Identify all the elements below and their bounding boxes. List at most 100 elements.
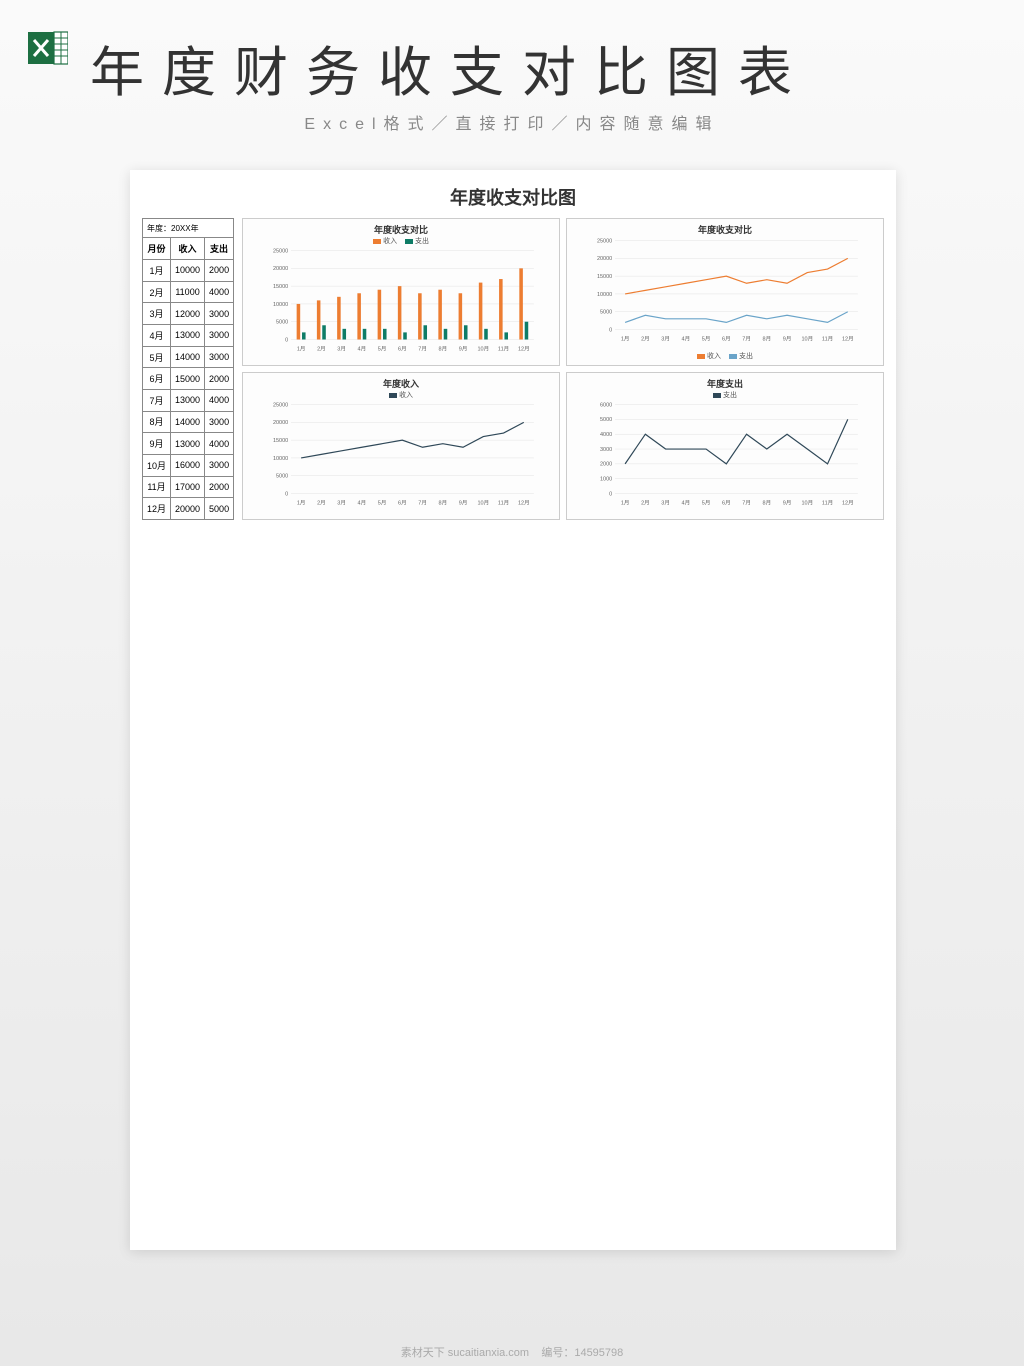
table-row: 6月150002000: [143, 368, 234, 390]
page-main-title: 年度财务收支对比图表: [90, 28, 994, 107]
svg-text:12月: 12月: [518, 346, 530, 353]
svg-text:20000: 20000: [597, 256, 612, 262]
svg-text:3月: 3月: [661, 500, 670, 507]
svg-text:10000: 10000: [273, 302, 288, 308]
svg-text:10月: 10月: [802, 500, 814, 507]
svg-text:9月: 9月: [459, 500, 468, 507]
svg-text:0: 0: [285, 337, 288, 343]
svg-text:2月: 2月: [641, 500, 650, 507]
footer: 素材天下 sucaitianxia.com 编号：14595798: [0, 1344, 1024, 1360]
svg-text:10000: 10000: [273, 456, 288, 462]
svg-text:15000: 15000: [597, 274, 612, 280]
chart2-title: 年度收支对比: [571, 223, 879, 236]
page-subtitle: Excel格式／直接打印／内容随意编辑: [0, 110, 1024, 134]
svg-text:20000: 20000: [273, 266, 288, 272]
svg-text:8月: 8月: [439, 500, 448, 507]
svg-text:4月: 4月: [682, 500, 691, 507]
chart-line-expense: 年度支出 支出 01000200030004000500060001月2月3月4…: [566, 372, 884, 520]
table-row: 5月140003000: [143, 346, 234, 368]
chart1-legend: 收入 支出: [247, 236, 555, 246]
table-row: 7月130004000: [143, 389, 234, 411]
svg-text:9月: 9月: [783, 500, 792, 507]
svg-text:12月: 12月: [842, 336, 854, 343]
svg-text:11月: 11月: [498, 346, 509, 353]
svg-text:3000: 3000: [600, 447, 612, 453]
svg-text:15000: 15000: [273, 284, 288, 290]
svg-text:7月: 7月: [418, 346, 427, 353]
chart3-legend: 收入: [247, 390, 555, 400]
svg-text:11月: 11月: [498, 500, 509, 507]
footer-id-label: 编号：: [541, 1347, 574, 1359]
chart4-title: 年度支出: [571, 377, 879, 390]
svg-text:9月: 9月: [459, 346, 468, 353]
sheet-title: 年度收支对比图: [142, 180, 884, 218]
svg-text:4000: 4000: [600, 432, 612, 438]
svg-text:4月: 4月: [358, 500, 367, 507]
svg-text:1000: 1000: [600, 477, 612, 483]
svg-text:0: 0: [609, 491, 612, 497]
chart1-title: 年度收支对比: [247, 223, 555, 236]
svg-text:1月: 1月: [297, 500, 306, 507]
table-row: 8月140003000: [143, 411, 234, 433]
svg-text:4月: 4月: [358, 346, 367, 353]
svg-text:7月: 7月: [742, 336, 751, 343]
table-header: 收入: [171, 238, 205, 260]
svg-text:3月: 3月: [337, 346, 346, 353]
table-row: 9月130004000: [143, 433, 234, 455]
svg-text:25000: 25000: [273, 402, 288, 408]
chart-line-income: 年度收入 收入 0 5000 10000 15000 20000 25000 1月 2月 3月 4…: [242, 372, 560, 520]
svg-text:6000: 6000: [600, 402, 612, 408]
chart4-legend: 支出: [571, 390, 879, 400]
chart3-title: 年度收入: [247, 377, 555, 390]
svg-text:6月: 6月: [398, 346, 407, 353]
table-row: 12月200005000: [143, 498, 234, 520]
footer-site: 素材天下 sucaitianxia.com: [401, 1347, 529, 1359]
table-row: 10月160003000: [143, 454, 234, 476]
svg-text:5月: 5月: [378, 500, 387, 507]
svg-text:6月: 6月: [722, 500, 731, 507]
svg-text:1月: 1月: [621, 336, 630, 343]
svg-text:7月: 7月: [742, 500, 751, 507]
svg-text:3月: 3月: [661, 336, 670, 343]
svg-text:11月: 11月: [822, 336, 833, 343]
chart-bar-income-expense: 年度收支对比 收入 支出 05000100001500020000250001月…: [242, 218, 560, 366]
svg-text:5000: 5000: [276, 474, 288, 480]
svg-text:8月: 8月: [763, 336, 772, 343]
svg-text:15000: 15000: [273, 438, 288, 444]
svg-text:5月: 5月: [378, 346, 387, 353]
svg-text:20000: 20000: [273, 420, 288, 426]
table-row: 11月170002000: [143, 476, 234, 498]
data-table: 年度：20XX年 月份收入支出1月1000020002月1100040003月1…: [142, 218, 234, 520]
svg-text:2月: 2月: [641, 336, 650, 343]
svg-text:12月: 12月: [518, 500, 530, 507]
excel-sheet-preview: 年度收支对比图 年度：20XX年 月份收入支出1月1000020002月1100…: [130, 170, 896, 1250]
table-row: 3月120003000: [143, 303, 234, 325]
footer-id-value: 14595798: [574, 1347, 623, 1359]
svg-text:7月: 7月: [418, 500, 427, 507]
svg-text:5月: 5月: [702, 336, 711, 343]
svg-text:9月: 9月: [783, 336, 792, 343]
svg-text:0: 0: [285, 491, 288, 497]
svg-text:3月: 3月: [337, 500, 346, 507]
table-row: 4月130003000: [143, 325, 234, 347]
svg-text:1月: 1月: [621, 500, 630, 507]
svg-text:5月: 5月: [702, 500, 711, 507]
year-label: 年度：20XX年: [143, 219, 234, 238]
svg-text:10000: 10000: [597, 292, 612, 298]
svg-text:8月: 8月: [439, 346, 448, 353]
excel-icon: [28, 28, 68, 68]
table-header: 支出: [205, 238, 234, 260]
svg-text:8月: 8月: [763, 500, 772, 507]
svg-text:11月: 11月: [822, 500, 833, 507]
svg-text:10月: 10月: [478, 500, 490, 507]
chart-line-income-expense: 年度收支对比 05000100001500020000250001月2月3月4月…: [566, 218, 884, 366]
svg-text:2月: 2月: [317, 500, 326, 507]
svg-text:5000: 5000: [276, 320, 288, 326]
svg-text:2月: 2月: [317, 346, 326, 353]
svg-text:25000: 25000: [273, 248, 288, 254]
svg-text:4月: 4月: [682, 336, 691, 343]
svg-text:10月: 10月: [802, 336, 814, 343]
svg-text:2000: 2000: [600, 462, 612, 468]
svg-text:25000: 25000: [597, 238, 612, 244]
svg-text:5000: 5000: [600, 310, 612, 316]
